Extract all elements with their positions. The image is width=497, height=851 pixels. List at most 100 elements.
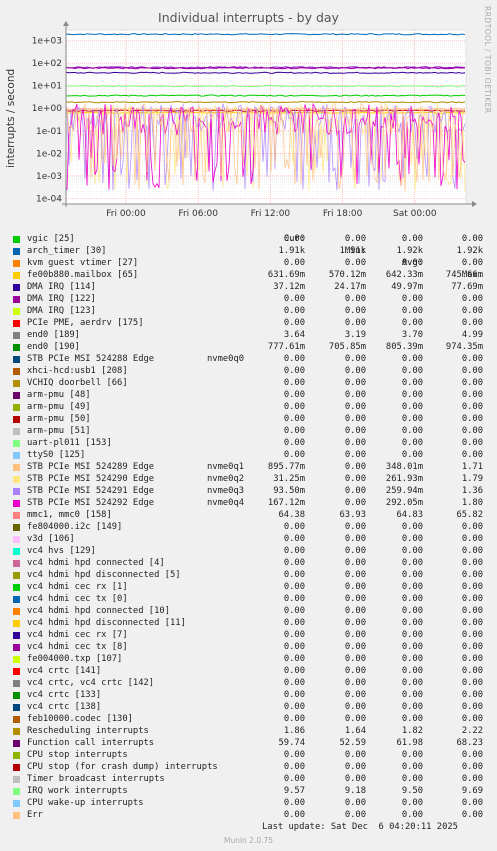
legend-swatch bbox=[13, 416, 20, 423]
legend-avg: 0.00 bbox=[401, 450, 423, 460]
legend-cur: 64.38 bbox=[278, 510, 305, 520]
legend-min: 0.00 bbox=[344, 378, 366, 388]
legend-avg: 1.82 bbox=[401, 726, 423, 736]
legend-row: vc4 hdmi hpd connected [4] 0.00 0.00 0.00 0.… bbox=[0, 557, 497, 569]
legend-avg: 9.50 bbox=[401, 786, 423, 796]
legend-avg: 0.00 bbox=[401, 798, 423, 808]
legend-row: vc4 hdmi hpd disconnected [11] 0.00 0.00 0.… bbox=[0, 617, 497, 629]
series-line bbox=[65, 71, 466, 74]
legend-cur: 631.69m bbox=[267, 270, 305, 280]
legend-row: fe804000.i2c [149] 0.00 0.00 0.00 0.00 bbox=[0, 521, 497, 533]
chart-title: Individual interrupts - by day bbox=[158, 10, 339, 25]
legend-min: 0.00 bbox=[344, 498, 366, 508]
legend-name: STB PCIe MSI 524292 Edge bbox=[27, 498, 155, 508]
legend-avg: 1.92k bbox=[396, 246, 423, 256]
legend-swatch bbox=[13, 392, 20, 399]
legend-row: fe00b880.mailbox [65] 631.69m 570.12m 642.3… bbox=[0, 269, 497, 281]
legend-min: 9.18 bbox=[344, 786, 366, 796]
legend-min: 0.00 bbox=[344, 750, 366, 760]
legend-name: vc4 hdmi cec tx [8] bbox=[27, 642, 128, 652]
legend-swatch bbox=[13, 596, 20, 603]
legend-avg: 0.00 bbox=[401, 234, 423, 244]
legend-avg: 0.00 bbox=[401, 534, 423, 544]
legend-name: vc4 crtc [141] bbox=[27, 666, 102, 676]
y-tick-label: 1e+00 bbox=[32, 104, 63, 114]
legend-swatch bbox=[13, 620, 20, 627]
legend-swatch bbox=[13, 260, 20, 267]
legend-swatch bbox=[13, 740, 20, 747]
legend-swatch bbox=[13, 608, 20, 615]
legend-min: 52.59 bbox=[339, 738, 366, 748]
legend-min: 0.00 bbox=[344, 390, 366, 400]
legend-min: 0.00 bbox=[344, 258, 366, 268]
legend-row: STB PCIe MSI 524292 Edge nvme0q4 167.12m 0.… bbox=[0, 497, 497, 509]
legend-max: 0.00 bbox=[461, 426, 483, 436]
legend-swatch bbox=[13, 404, 20, 411]
legend-max: 0.00 bbox=[461, 810, 483, 820]
legend-row: arm-pmu [50] 0.00 0.00 0.00 0.00 bbox=[0, 413, 497, 425]
legend-name: IRQ work interrupts bbox=[27, 786, 128, 796]
legend-row: fe004000.txp [107] 0.00 0.00 0.00 0.00 bbox=[0, 653, 497, 665]
x-tick-label: Fri 18:00 bbox=[323, 209, 363, 219]
legend-device: nvme0q1 bbox=[207, 462, 245, 472]
legend-avg: 0.00 bbox=[401, 378, 423, 388]
legend-min: 0.00 bbox=[344, 306, 366, 316]
legend-device: nvme0q3 bbox=[207, 486, 245, 496]
legend-row: CPU stop (for crash dump) interrupts 0.00… bbox=[0, 761, 497, 773]
legend-max: 974.35m bbox=[445, 342, 483, 352]
legend-row: v3d [106] 0.00 0.00 0.00 0.00 bbox=[0, 533, 497, 545]
legend-swatch bbox=[13, 440, 20, 447]
legend-row: mmc1, mmc0 [158] 64.38 63.93 64.83 65.82 bbox=[0, 509, 497, 521]
series-line bbox=[65, 33, 466, 36]
legend-max: 0.00 bbox=[461, 762, 483, 772]
legend-avg: 0.00 bbox=[401, 666, 423, 676]
legend-max: 1.71 bbox=[461, 462, 483, 472]
legend-min: 0.00 bbox=[344, 618, 366, 628]
legend-swatch bbox=[13, 656, 20, 663]
legend-row: arm-pmu [48] 0.00 0.00 0.00 0.00 bbox=[0, 389, 497, 401]
legend-min: 0.00 bbox=[344, 294, 366, 304]
legend-min: 0.00 bbox=[344, 594, 366, 604]
legend-row: STB PCIe MSI 524291 Edge nvme0q3 93.50m 0.0… bbox=[0, 485, 497, 497]
legend-name: v3d [106] bbox=[27, 534, 75, 544]
legend-max: 1.92k bbox=[456, 246, 483, 256]
legend-cur: 0.00 bbox=[283, 378, 305, 388]
legend-max: 0.00 bbox=[461, 666, 483, 676]
legend-max: 0.00 bbox=[461, 546, 483, 556]
legend-max: 0.00 bbox=[461, 654, 483, 664]
col-cur: Cur: bbox=[283, 234, 305, 244]
legend-swatch bbox=[13, 584, 20, 591]
legend-row: vc4 hdmi hpd connected [10] 0.00 0.00 0.00 0… bbox=[0, 605, 497, 617]
legend-avg: 0.00 bbox=[401, 366, 423, 376]
legend-name: vc4 hdmi hpd disconnected [11] bbox=[27, 618, 186, 628]
legend-name: CPU wake-up interrupts bbox=[27, 798, 144, 808]
legend-min: 0.00 bbox=[344, 318, 366, 328]
legend-cur: 0.00 bbox=[283, 234, 305, 244]
legend-cur: 0.00 bbox=[283, 750, 305, 760]
legend-name: ttyS0 [125] bbox=[27, 450, 86, 460]
x-ticks: Fri 00:00 Fri 06:00 Fri 12:00 Fri 18:00 Sat … bbox=[106, 209, 437, 219]
legend-avg: 0.00 bbox=[401, 546, 423, 556]
legend-name: vgic [25] bbox=[27, 234, 75, 244]
legend-cur: 0.00 bbox=[283, 798, 305, 808]
legend-cur: 0.00 bbox=[283, 294, 305, 304]
legend-max: 0.00 bbox=[461, 606, 483, 616]
legend-swatch bbox=[13, 548, 20, 555]
legend-row: vc4 crtc [133] 0.00 0.00 0.00 0.00 bbox=[0, 689, 497, 701]
legend-cur: 0.00 bbox=[283, 534, 305, 544]
legend-avg: 0.00 bbox=[401, 258, 423, 268]
legend-name: vc4 hdmi cec rx [1] bbox=[27, 582, 128, 592]
legend-avg: 0.00 bbox=[401, 630, 423, 640]
legend-name: fe00b880.mailbox [65] bbox=[27, 270, 139, 280]
legend-max: 0.00 bbox=[461, 378, 483, 388]
legend-max: 65.82 bbox=[456, 510, 483, 520]
legend-row: vc4 hvs [129] 0.00 0.00 0.00 0.00 bbox=[0, 545, 497, 557]
legend-name: DMA IRQ [123] bbox=[27, 306, 96, 316]
legend-max: 0.00 bbox=[461, 558, 483, 568]
legend-min: 0.00 bbox=[344, 354, 366, 364]
legend-name: end0 [190] bbox=[27, 342, 80, 352]
legend-avg: 0.00 bbox=[401, 678, 423, 688]
legend-row: DMA IRQ [114] 37.12m 24.17m 49.97m 77.69m bbox=[0, 281, 497, 293]
legend-avg: 0.00 bbox=[401, 414, 423, 424]
legend-max: 0.00 bbox=[461, 258, 483, 268]
